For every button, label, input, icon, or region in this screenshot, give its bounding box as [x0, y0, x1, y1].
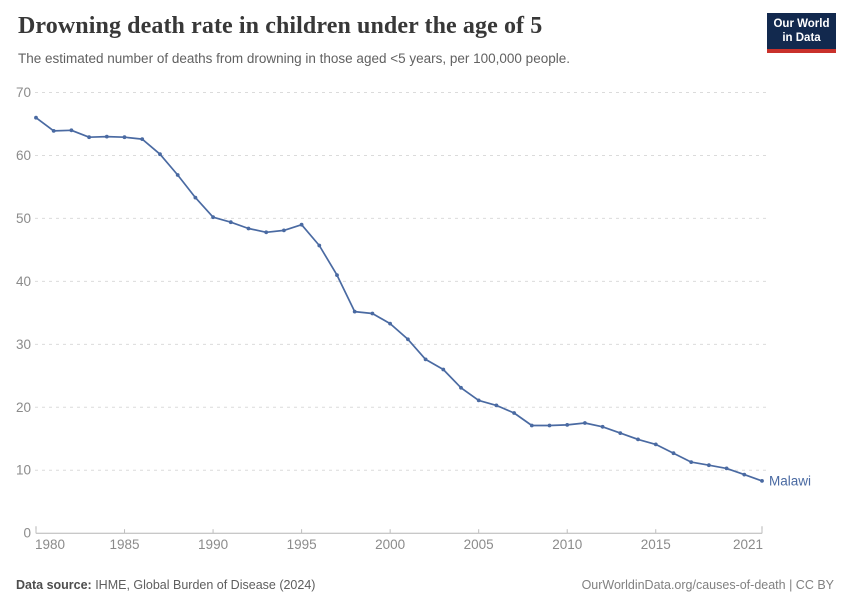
- data-point-2002[interactable]: [423, 357, 428, 362]
- data-point-1990[interactable]: [211, 215, 216, 220]
- data-point-2008[interactable]: [529, 423, 534, 428]
- owid-logo-line2: in Data: [782, 32, 821, 44]
- data-point-2014[interactable]: [636, 437, 640, 442]
- y-axis-label-0: 0: [23, 526, 31, 541]
- data-point-2010[interactable]: [565, 423, 570, 427]
- x-axis-label-1995: 1995: [287, 537, 317, 552]
- data-source-value: IHME, Global Burden of Disease (2024): [91, 578, 316, 592]
- data-point-2006[interactable]: [494, 403, 499, 408]
- series-label[interactable]: Malawi: [769, 473, 811, 488]
- data-point-2007[interactable]: [512, 411, 516, 415]
- data-point-2016[interactable]: [671, 451, 676, 456]
- data-point-1999[interactable]: [370, 311, 375, 316]
- data-point-1991[interactable]: [228, 220, 233, 225]
- data-point-1982[interactable]: [69, 128, 74, 133]
- x-axis-label-1980: 1980: [35, 537, 65, 552]
- data-point-1984[interactable]: [104, 134, 109, 139]
- data-point-2012[interactable]: [600, 424, 605, 429]
- data-point-1993[interactable]: [264, 230, 269, 235]
- chart-subtitle: The estimated number of deaths from drow…: [18, 51, 570, 66]
- data-point-2020[interactable]: [742, 472, 747, 477]
- data-point-1986[interactable]: [140, 137, 145, 142]
- data-point-1980[interactable]: [34, 115, 38, 120]
- x-axis-label-2015: 2015: [641, 537, 671, 552]
- data-point-1997[interactable]: [335, 273, 339, 277]
- y-axis-label-60: 60: [16, 148, 31, 163]
- x-axis-label-2010: 2010: [552, 537, 582, 552]
- x-axis-label-1985: 1985: [110, 537, 140, 552]
- data-point-1998[interactable]: [352, 309, 357, 314]
- data-source-label: Data source:: [16, 578, 92, 592]
- y-axis-label-20: 20: [16, 400, 31, 415]
- x-axis-label-2000: 2000: [375, 537, 405, 552]
- chart-footer: Data source: IHME, Global Burden of Dise…: [0, 578, 850, 592]
- x-axis-label-2021: 2021: [733, 537, 763, 552]
- y-axis-label-30: 30: [16, 337, 31, 352]
- x-axis-label-1990: 1990: [198, 537, 228, 552]
- data-point-2019[interactable]: [724, 466, 729, 471]
- data-point-2011[interactable]: [583, 421, 587, 425]
- y-axis-label-10: 10: [16, 463, 31, 478]
- data-point-1988[interactable]: [175, 173, 180, 177]
- y-axis-label-50: 50: [16, 211, 31, 226]
- data-point-1987[interactable]: [158, 152, 162, 157]
- owid-logo[interactable]: Our World in Data: [767, 13, 836, 53]
- series-line-malawi[interactable]: [35, 117, 763, 482]
- data-point-1994[interactable]: [282, 228, 286, 233]
- data-point-2001[interactable]: [406, 337, 410, 342]
- data-point-2000[interactable]: [388, 321, 392, 326]
- data-point-1995[interactable]: [299, 222, 304, 227]
- data-point-2004[interactable]: [459, 385, 463, 390]
- data-point-1996[interactable]: [317, 243, 322, 248]
- owid-citation-link[interactable]: OurWorldinData.org/causes-of-death | CC …: [581, 578, 834, 592]
- owid-logo-line1: Our World: [773, 17, 830, 30]
- y-axis-label-70: 70: [16, 85, 31, 100]
- data-point-1985[interactable]: [122, 135, 127, 140]
- data-point-1983[interactable]: [87, 135, 91, 140]
- y-axis-label-40: 40: [16, 274, 31, 289]
- chart-title: Drowning death rate in children under th…: [18, 13, 543, 39]
- data-point-2009[interactable]: [547, 423, 552, 428]
- data-point-1989[interactable]: [193, 195, 198, 200]
- data-point-2003[interactable]: [441, 367, 446, 372]
- data-point-1992[interactable]: [246, 226, 251, 231]
- data-point-2005[interactable]: [476, 398, 481, 403]
- data-point-2018[interactable]: [707, 463, 711, 468]
- data-point-1981[interactable]: [51, 129, 56, 133]
- data-point-2021[interactable]: [760, 479, 764, 483]
- data-point-2017[interactable]: [689, 460, 694, 464]
- data-source-note: Data source: IHME, Global Burden of Dise…: [16, 578, 315, 592]
- x-axis-label-2005: 2005: [464, 537, 494, 552]
- data-point-2013[interactable]: [618, 431, 623, 435]
- data-point-2015[interactable]: [653, 442, 658, 447]
